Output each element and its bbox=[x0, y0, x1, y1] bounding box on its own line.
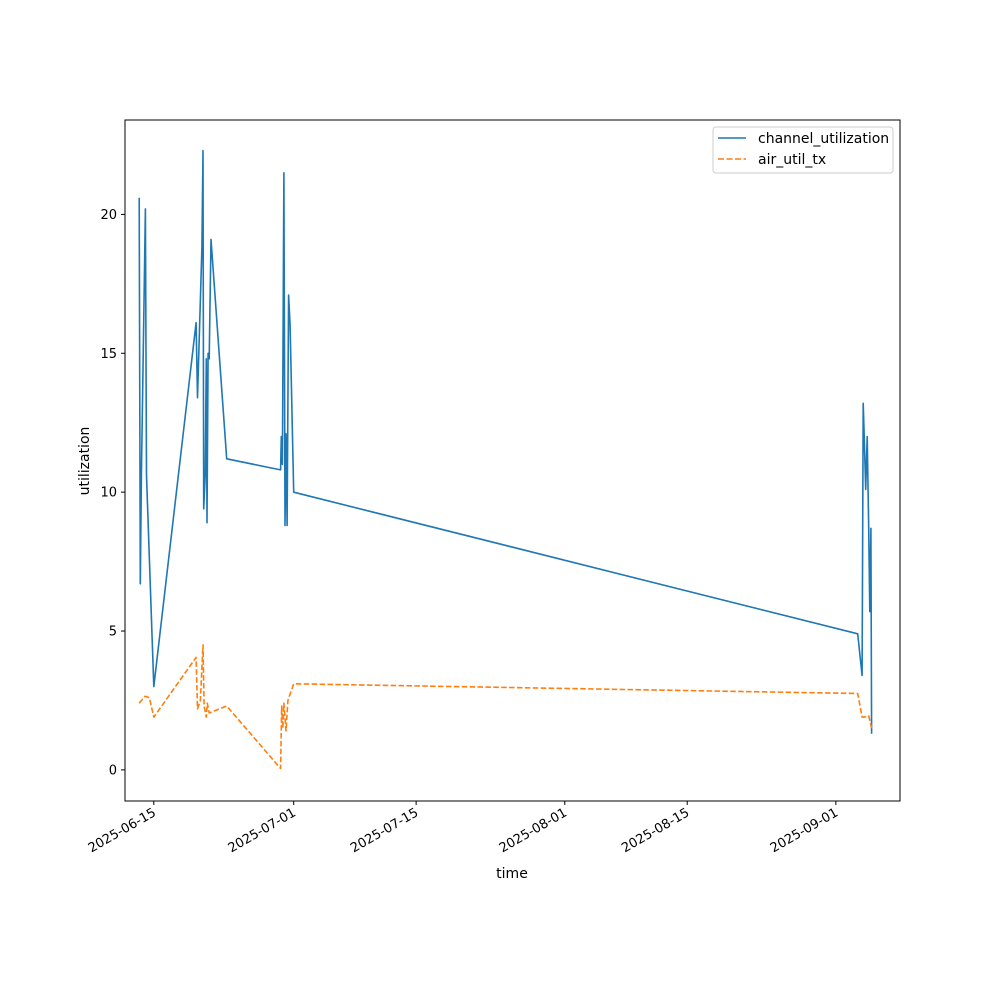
legend-label-channel-utilization: channel_utilization bbox=[758, 131, 889, 147]
legend: channel_utilization air_util_tx bbox=[712, 126, 894, 174]
series-layer bbox=[138, 149, 873, 770]
series-line-air-util-tx bbox=[138, 644, 873, 770]
y-tick-label: 0 bbox=[109, 763, 117, 778]
y-axis-ticks: 0 5 10 15 20 bbox=[100, 208, 125, 778]
y-tick-label: 15 bbox=[100, 347, 117, 362]
legend-box bbox=[712, 126, 894, 174]
series-line-channel-utilization bbox=[138, 149, 873, 734]
legend-label-air-util-tx: air_util_tx bbox=[758, 152, 826, 168]
y-tick-label: 10 bbox=[100, 486, 117, 501]
plot-frame bbox=[124, 119, 901, 802]
y-tick-label: 20 bbox=[100, 208, 117, 223]
y-tick-label: 5 bbox=[109, 625, 117, 640]
x-axis-label: time bbox=[496, 866, 528, 882]
plot-area bbox=[125, 120, 900, 801]
y-axis-label: utilization bbox=[77, 427, 93, 496]
